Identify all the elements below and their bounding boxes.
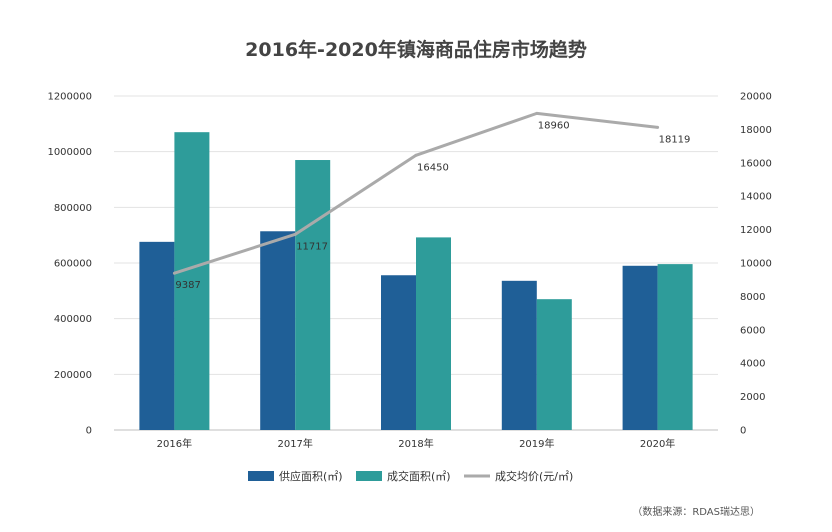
category-label: 2017年 — [277, 437, 312, 450]
left-tick-label: 400000 — [54, 314, 92, 325]
left-tick-label: 200000 — [54, 370, 92, 381]
left-axis-ticks: 0 200000 400000 600000 800000 1000000 1200000 — [47, 92, 92, 437]
legend-swatch-1 — [356, 471, 382, 481]
avg-price-point — [656, 125, 660, 129]
legend-swatch-0 — [248, 471, 274, 481]
right-tick-label: 4000 — [740, 359, 765, 370]
avg-price-label: 11717 — [296, 241, 328, 252]
avg-price-label: 16450 — [417, 162, 449, 173]
left-tick-label: 1200000 — [47, 92, 92, 103]
bar-series — [139, 132, 693, 430]
source-note: （数据来源：RDAS瑞达思） — [632, 505, 760, 518]
chart-title: 2016年-2020年镇海商品住房市场趋势 — [245, 38, 587, 61]
category-label: 2020年 — [640, 437, 675, 450]
left-tick-label: 0 — [86, 426, 92, 437]
avg-price-label: 18960 — [538, 120, 570, 131]
bar-supply-2 — [381, 275, 416, 430]
avg-price-label: 9387 — [175, 280, 200, 291]
left-tick-label: 600000 — [54, 259, 92, 270]
right-tick-label: 14000 — [740, 192, 772, 203]
right-tick-label: 20000 — [740, 92, 772, 103]
bar-transaction-3 — [536, 299, 572, 430]
avg-price-point — [293, 232, 297, 236]
bar-supply-4 — [622, 265, 658, 430]
category-label: 2019年 — [519, 437, 554, 450]
right-tick-label: 8000 — [740, 292, 765, 303]
left-tick-label: 1000000 — [47, 147, 92, 158]
category-labels: 2016年 2017年 2018年 2019年 2020年 — [157, 437, 676, 450]
bar-transaction-0 — [174, 132, 210, 430]
legend-label-2: 成交均价(元/㎡) — [495, 469, 573, 483]
right-axis-ticks: 0 2000 4000 6000 8000 10000 12000 14000 16000 180… — [740, 92, 772, 437]
bar-transaction-2 — [416, 237, 451, 430]
right-tick-label: 2000 — [740, 392, 765, 403]
left-tick-label: 800000 — [54, 203, 92, 214]
legend-label-1: 成交面积(㎡) — [387, 469, 451, 483]
right-tick-label: 10000 — [740, 259, 772, 270]
right-tick-label: 18000 — [740, 125, 772, 136]
category-label: 2018年 — [398, 437, 433, 450]
right-tick-label: 16000 — [740, 158, 772, 169]
bar-transaction-4 — [657, 264, 693, 430]
line-series: 9387 11717 16450 18960 18119 — [172, 111, 691, 291]
right-tick-label: 6000 — [740, 325, 765, 336]
bar-supply-1 — [260, 231, 296, 430]
legend: 供应面积(㎡) 成交面积(㎡) 成交均价(元/㎡) — [248, 469, 573, 483]
avg-price-point — [414, 153, 418, 157]
avg-price-label: 18119 — [659, 134, 691, 145]
legend-label-0: 供应面积(㎡) — [279, 469, 343, 483]
bar-supply-0 — [139, 241, 175, 430]
right-tick-label: 0 — [740, 426, 746, 437]
right-tick-label: 12000 — [740, 225, 772, 236]
bar-transaction-1 — [295, 160, 331, 430]
avg-price-point — [172, 271, 176, 275]
avg-price-point — [535, 111, 539, 115]
bar-supply-3 — [501, 280, 537, 430]
category-label: 2016年 — [157, 437, 192, 450]
